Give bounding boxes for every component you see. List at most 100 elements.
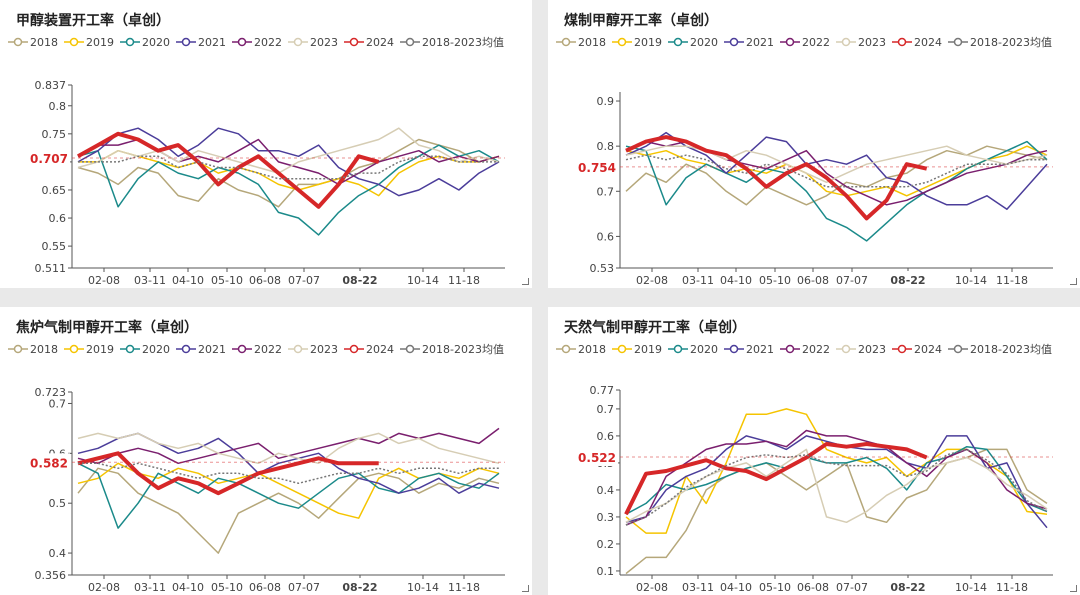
series-line-2020: [625, 445, 1048, 515]
current-value-bg: [32, 148, 70, 167]
legend-item[interactable]: 2018-2023均值: [948, 36, 1052, 50]
x-tick-label: 02-08: [636, 581, 668, 594]
x-tick-label: 03-11: [134, 581, 166, 594]
legend-item[interactable]: 2018: [556, 36, 606, 50]
legend-label: 2021: [746, 36, 774, 49]
chart-plot: 0.53 0.6 0.7 0.8 0.9 02-08 03-11 04-10 05-10 06-0…: [578, 92, 1053, 288]
x-tick-label: 10-14: [955, 274, 987, 287]
x-highlight-label: 08-22: [890, 274, 925, 287]
legend-label: 2019: [86, 343, 114, 356]
legend-item[interactable]: 2022: [780, 36, 830, 50]
legend-label: 2018-2023均值: [970, 343, 1052, 356]
chart-plot: 0.5110.550.60.650.70.750.80.83702-0803-1…: [30, 79, 505, 288]
legend-label: 2018: [30, 343, 58, 356]
legend-marker-icon: [892, 344, 912, 354]
series-line-2023: [625, 448, 1048, 524]
legend-item[interactable]: 2019: [64, 36, 114, 50]
series-line-2022: [625, 140, 1048, 206]
chart-plot: 0.3560.40.50.60.70.72302-0803-1104-1005-…: [30, 386, 505, 595]
legend-item[interactable]: 2021: [724, 343, 774, 357]
y-tick-label: 0.511: [35, 262, 67, 275]
y-tick-label: 0.723: [35, 386, 67, 399]
legend-item[interactable]: 2023: [288, 36, 338, 50]
x-tick-label: 06-08: [797, 581, 829, 594]
legend-marker-icon: [344, 344, 364, 354]
x-tick-label: 04-10: [172, 274, 204, 287]
legend-item[interactable]: 2021: [176, 343, 226, 357]
legend-label: 2019: [634, 343, 662, 356]
legend-item[interactable]: 2022: [232, 343, 282, 357]
y-tick-label: 0.7: [597, 185, 615, 198]
legend-label: 2019: [86, 36, 114, 49]
legend-item[interactable]: 2018: [8, 343, 58, 357]
legend-label: 2024: [914, 36, 942, 49]
legend-item[interactable]: 2018-2023均值: [400, 343, 504, 357]
legend-label: 2018: [30, 36, 58, 49]
legend-marker-icon: [724, 37, 744, 47]
legend-label: 2018-2023均值: [422, 36, 504, 49]
legend-marker-icon: [232, 37, 252, 47]
legend-item[interactable]: 2024: [892, 36, 942, 50]
resize-corner-icon: [522, 278, 529, 285]
legend-marker-icon: [8, 37, 28, 47]
resize-corner-icon: [522, 585, 529, 592]
legend-label: 2022: [254, 343, 282, 356]
legend-item[interactable]: 2018-2023均值: [400, 36, 504, 50]
legend-label: 2021: [198, 343, 226, 356]
legend-item[interactable]: 2018: [8, 36, 58, 50]
series-line-2018: [77, 467, 500, 554]
series-line-2020: [77, 144, 500, 236]
legend-item[interactable]: 2024: [344, 343, 394, 357]
y-tick-label: 0.2: [597, 538, 615, 551]
x-tick-label: 06-08: [249, 274, 281, 287]
x-tick-label: 07-07: [836, 581, 868, 594]
legend-item[interactable]: 2024: [892, 343, 942, 357]
legend-item[interactable]: 2022: [232, 36, 282, 50]
legend-item[interactable]: 2021: [724, 36, 774, 50]
legend-item[interactable]: 2019: [612, 343, 662, 357]
legend-marker-icon: [400, 37, 420, 47]
legend-label: 2023: [858, 36, 886, 49]
legend-item[interactable]: 2019: [64, 343, 114, 357]
legend-item[interactable]: 2019: [612, 36, 662, 50]
legend-item[interactable]: 2021: [176, 36, 226, 50]
legend-item[interactable]: 2018: [556, 343, 606, 357]
resize-corner-icon: [1070, 278, 1077, 285]
legend-item[interactable]: 2023: [836, 343, 886, 357]
legend-item[interactable]: 2020: [668, 36, 718, 50]
y-tick-label: 0.8: [597, 140, 615, 153]
legend-item[interactable]: 2023: [288, 343, 338, 357]
legend-item[interactable]: 2023: [836, 36, 886, 50]
legend-item[interactable]: 2020: [120, 343, 170, 357]
legend-marker-icon: [400, 344, 420, 354]
chart-panel-methanol-total: 甲醇装置开工率（卓创） 2018 2019 2020 2021 2022 2023 2024…: [0, 0, 532, 288]
series-line-2024: [625, 135, 928, 221]
legend-marker-icon: [836, 344, 856, 354]
y-tick-label: 0.53: [590, 262, 615, 275]
legend-marker-icon: [668, 344, 688, 354]
legend-marker-icon: [232, 344, 252, 354]
legend-marker-icon: [780, 37, 800, 47]
legend-item[interactable]: 2020: [668, 343, 718, 357]
x-tick-label: 11-18: [996, 274, 1028, 287]
y-tick-label: 0.356: [35, 569, 67, 582]
series-line-2019: [625, 408, 1048, 534]
legend-item[interactable]: 2018-2023均值: [948, 343, 1052, 357]
legend-label: 2020: [142, 36, 170, 49]
x-tick-label: 05-10: [759, 274, 791, 287]
legend-label: 2024: [366, 36, 394, 49]
legend-label: 2022: [254, 36, 282, 49]
legend-marker-icon: [724, 344, 744, 354]
current-value-bg: [32, 453, 70, 472]
y-tick-label: 0.55: [42, 240, 67, 253]
y-tick-label: 0.6: [49, 212, 67, 225]
legend-item[interactable]: 2022: [780, 343, 830, 357]
x-tick-label: 02-08: [636, 274, 668, 287]
x-tick-label: 03-11: [682, 274, 714, 287]
legend-item[interactable]: 2024: [344, 36, 394, 50]
legend-marker-icon: [668, 37, 688, 47]
x-tick-label: 05-10: [759, 581, 791, 594]
x-tick-label: 06-08: [797, 274, 829, 287]
legend-item[interactable]: 2020: [120, 36, 170, 50]
x-tick-label: 07-07: [288, 581, 320, 594]
